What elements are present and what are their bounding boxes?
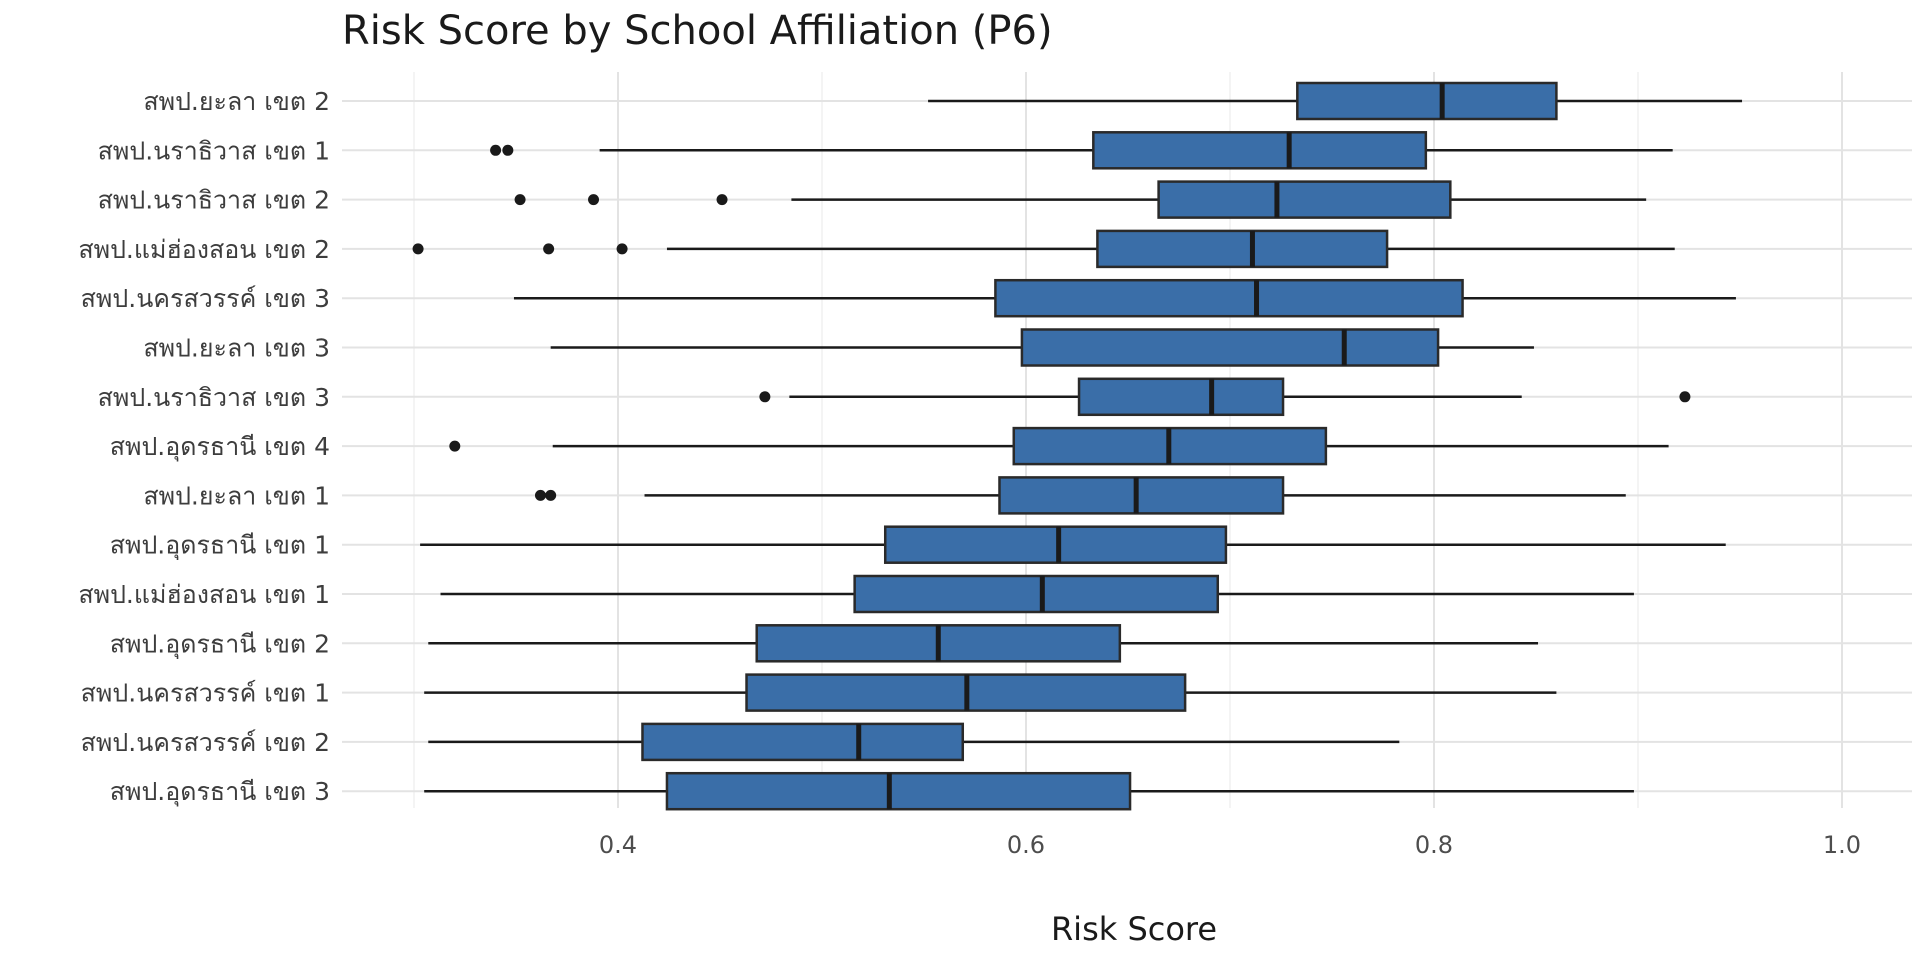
outlier-point <box>1679 391 1691 403</box>
outlier-point <box>490 144 502 156</box>
category-label: สพป.นครสวรรค์ เขต 2 <box>81 728 330 757</box>
category-label: สพป.นราธิวาส เขต 1 <box>98 136 330 165</box>
iqr-box <box>641 722 965 762</box>
box-group <box>550 328 1534 367</box>
outlier-point <box>716 194 728 206</box>
iqr-box <box>1020 328 1440 367</box>
outlier-point <box>534 489 546 501</box>
iqr-box <box>665 771 1132 811</box>
box-group <box>428 722 1400 762</box>
category-label: สพป.อุดรธานี เขต 1 <box>110 531 330 561</box>
outlier-point <box>545 489 557 501</box>
category-label: สพป.นราธิวาส เขต 3 <box>98 383 330 412</box>
category-label: สพป.อุดรธานี เขต 4 <box>110 432 330 462</box>
outlier-point <box>514 194 526 206</box>
box-group <box>490 131 1673 170</box>
x-tick-labels: 0.4 0.6 0.8 1.0 <box>599 831 1861 859</box>
x-tick-label: 0.6 <box>1007 831 1045 859</box>
box-group <box>928 81 1743 121</box>
box-group <box>449 426 1669 466</box>
x-tick-label: 0.8 <box>1415 831 1453 859</box>
iqr-box <box>998 476 1285 515</box>
category-label: สพป.นครสวรรค์ เขต 3 <box>81 284 330 313</box>
x-tick-label: 1.0 <box>1823 831 1861 859</box>
category-label: สพป.นครสวรรค์ เขต 1 <box>81 679 330 708</box>
category-label: สพป.อุดรธานี เขต 3 <box>110 777 330 807</box>
iqr-box <box>1096 229 1389 269</box>
category-label: สพป.อุดรธานี เขต 2 <box>110 629 330 659</box>
iqr-box <box>1296 81 1558 121</box>
box-group <box>412 229 1675 269</box>
box-group <box>428 624 1539 663</box>
box-group <box>534 476 1626 515</box>
box-group <box>424 673 1557 712</box>
outlier-point <box>759 391 771 403</box>
iqr-box <box>1157 180 1452 219</box>
box-group <box>514 180 1647 219</box>
box-group <box>440 574 1634 614</box>
box-group <box>513 278 1736 318</box>
chart-title: Risk Score by School Affiliation (P6) <box>342 8 1053 54</box>
x-tick-label: 0.4 <box>599 831 637 859</box>
category-labels: สพป.ยะลา เขต 2 สพป.นราธิวาส เขต 1 สพป.นราธ… <box>78 87 330 807</box>
boxes <box>412 81 1743 811</box>
outlier-point <box>502 144 514 156</box>
iqr-box <box>1092 131 1428 170</box>
box-group <box>759 377 1691 417</box>
outlier-point <box>588 194 600 206</box>
outlier-point <box>616 243 628 255</box>
x-axis-title: Risk Score <box>1051 910 1217 948</box>
box-group <box>420 525 1726 564</box>
outlier-point <box>412 243 424 255</box>
outlier-point <box>449 440 461 452</box>
category-label: สพป.ยะลา เขต 2 <box>143 87 330 116</box>
outlier-point <box>543 243 555 255</box>
category-label: สพป.นราธิวาส เขต 2 <box>98 186 330 215</box>
iqr-box <box>883 525 1228 564</box>
box-group <box>424 771 1634 811</box>
iqr-box <box>853 574 1220 614</box>
category-label: สพป.ยะลา เขต 1 <box>143 481 330 510</box>
category-label: สพป.ยะลา เขต 3 <box>143 334 330 363</box>
iqr-box <box>1077 377 1285 417</box>
iqr-box <box>994 278 1464 318</box>
category-label: สพป.แม่ฮ่องสอน เขต 2 <box>78 235 330 264</box>
category-label: สพป.แม่ฮ่องสอน เขต 1 <box>78 580 330 609</box>
